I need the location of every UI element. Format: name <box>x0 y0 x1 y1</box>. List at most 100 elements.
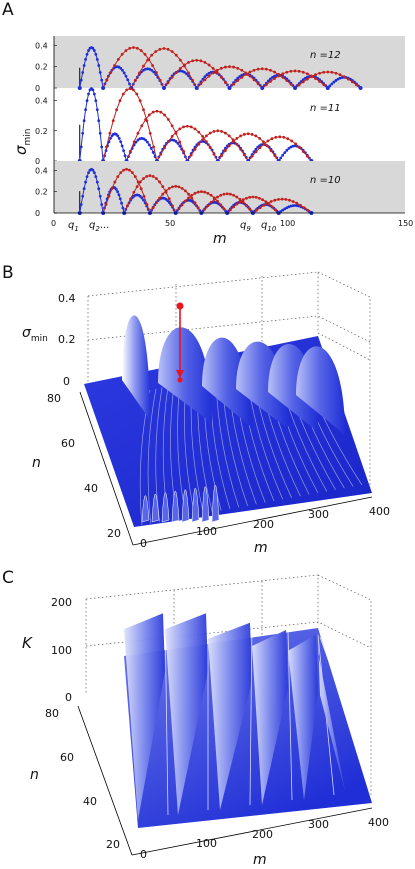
upper-arc-0-point <box>152 145 155 149</box>
lower-arc-0-point <box>97 64 101 67</box>
upper-arc-5-point <box>302 150 305 154</box>
upper-arc-3-point <box>203 78 207 82</box>
panel-a-x-ticks: 0 50 100 150 <box>51 219 413 228</box>
lower-arc-2-point <box>148 67 152 71</box>
lower-arc-8-point <box>332 80 336 84</box>
upper-arc-5-point <box>306 154 309 158</box>
upper-arc-3-point <box>216 199 219 203</box>
lower-arc-1-point <box>117 136 121 140</box>
lower-arc-0-point <box>95 57 99 61</box>
panel-c-mtick-400: 400 <box>368 816 389 829</box>
lower-arc-4-point <box>205 73 209 77</box>
panel-a-xtick-50: 50 <box>165 219 175 228</box>
lower-arc-0-point <box>94 99 98 103</box>
upper-arc-0-point <box>122 168 126 172</box>
upper-arc-4-point <box>235 136 239 140</box>
upper-arc-2-point <box>167 186 171 190</box>
lower-arc-0-point <box>100 145 104 149</box>
upper-arc-3-point <box>201 138 204 142</box>
q9-label: q9 <box>240 220 251 233</box>
lower-arc-0-point <box>85 52 89 56</box>
step-edge-2 <box>249 622 253 806</box>
upper-arc-6-point <box>288 198 291 202</box>
upper-arc-6-point <box>277 197 280 201</box>
lower-arc-0-point <box>79 203 83 206</box>
upper-arc-4-point <box>225 192 229 196</box>
lower-arc-1-point <box>116 190 120 194</box>
upper-arc-6-point <box>318 71 321 75</box>
upper-arc-1-point <box>163 113 166 117</box>
upper-arc-1-point <box>182 149 185 153</box>
upper-arc-2-point <box>183 63 186 67</box>
lower-arc-1-point <box>119 140 123 144</box>
upper-arc-1-point <box>138 71 141 75</box>
upper-arc-4-point <box>250 132 254 136</box>
upper-arc-1-point <box>142 177 145 180</box>
upper-arc-2-point <box>174 130 178 134</box>
upper-arc-2-point <box>178 66 182 70</box>
upper-arc-2-point <box>158 196 161 200</box>
upper-arc-6-point <box>255 208 258 212</box>
lower-arc-0 <box>79 87 104 162</box>
upper-arc-2-point <box>196 206 200 210</box>
upper-arc-0-point <box>113 180 117 184</box>
upper-arc-0-point <box>145 203 149 206</box>
lower-arc-2-point <box>144 138 147 142</box>
upper-arc-5-point <box>286 137 290 141</box>
panel-b-mticks: 0 100 200 300 400 <box>140 505 390 550</box>
lower-arc-5-point <box>236 76 240 80</box>
upper-arc-0-point <box>105 145 108 149</box>
upper-arc-0-point <box>139 49 143 52</box>
upper-arc-6-point <box>342 75 346 79</box>
lower-arc-0-point <box>87 49 90 52</box>
upper-arc-3-point <box>211 71 215 75</box>
upper-arc-3-point <box>196 190 200 194</box>
upper-arc-0-point <box>132 46 135 49</box>
upper-arc-2-point <box>178 127 182 131</box>
lower-arc-1-point <box>122 71 126 75</box>
upper-arc-2-point <box>207 63 211 67</box>
lower-arc-0-point <box>84 108 87 112</box>
upper-arc-1-point <box>144 118 147 121</box>
upper-arc-0-point <box>130 171 134 174</box>
panel-c-nticks: 80 60 40 20 <box>45 707 120 851</box>
upper-arc-5-point <box>248 195 252 199</box>
upper-arc-2-point <box>166 140 170 144</box>
upper-arc-0-point <box>108 131 112 135</box>
upper-arc-0-point <box>109 71 113 74</box>
lower-arc-1-point <box>109 136 112 140</box>
upper-arc-2-point <box>190 196 194 200</box>
upper-arc-3-point <box>183 199 187 203</box>
upper-arc-5-point <box>257 196 261 200</box>
lower-arc-2-point <box>140 196 144 200</box>
upper-arc-6-point <box>266 201 269 205</box>
lobe-0 <box>122 315 150 420</box>
upper-arc-4-point <box>232 193 235 197</box>
step-0 <box>124 613 165 820</box>
upper-arc-2-point <box>193 127 197 131</box>
step-2 <box>208 622 252 810</box>
upper-arc-2-point <box>171 185 174 189</box>
upper-arc-0-point <box>142 108 145 112</box>
upper-arc-1-point <box>135 185 139 189</box>
step-edge-0 <box>164 613 169 816</box>
upper-arc-5-point <box>285 70 289 74</box>
q-point <box>260 86 265 90</box>
upper-arc-2-point <box>191 59 195 63</box>
upper-arc-1-point <box>126 204 129 208</box>
upper-arc-1-point <box>146 58 150 62</box>
upper-arc-6-point <box>310 75 313 79</box>
lower-arc-5-point <box>224 146 227 150</box>
lower-arc-1-point <box>118 197 122 201</box>
lower-arc-1-point <box>121 206 125 210</box>
upper-arc-2-point <box>182 125 185 129</box>
lower-arc-8-point <box>281 208 285 212</box>
upper-arc-1-point <box>158 180 161 184</box>
upper-arc-4-point <box>228 192 232 196</box>
upper-arc-4-point <box>227 144 231 148</box>
upper-arc-0-point <box>139 187 143 191</box>
lower-arc-7-point <box>281 153 285 157</box>
upper-arc-4-point <box>232 82 235 86</box>
upper-arc-0-point <box>118 99 122 103</box>
